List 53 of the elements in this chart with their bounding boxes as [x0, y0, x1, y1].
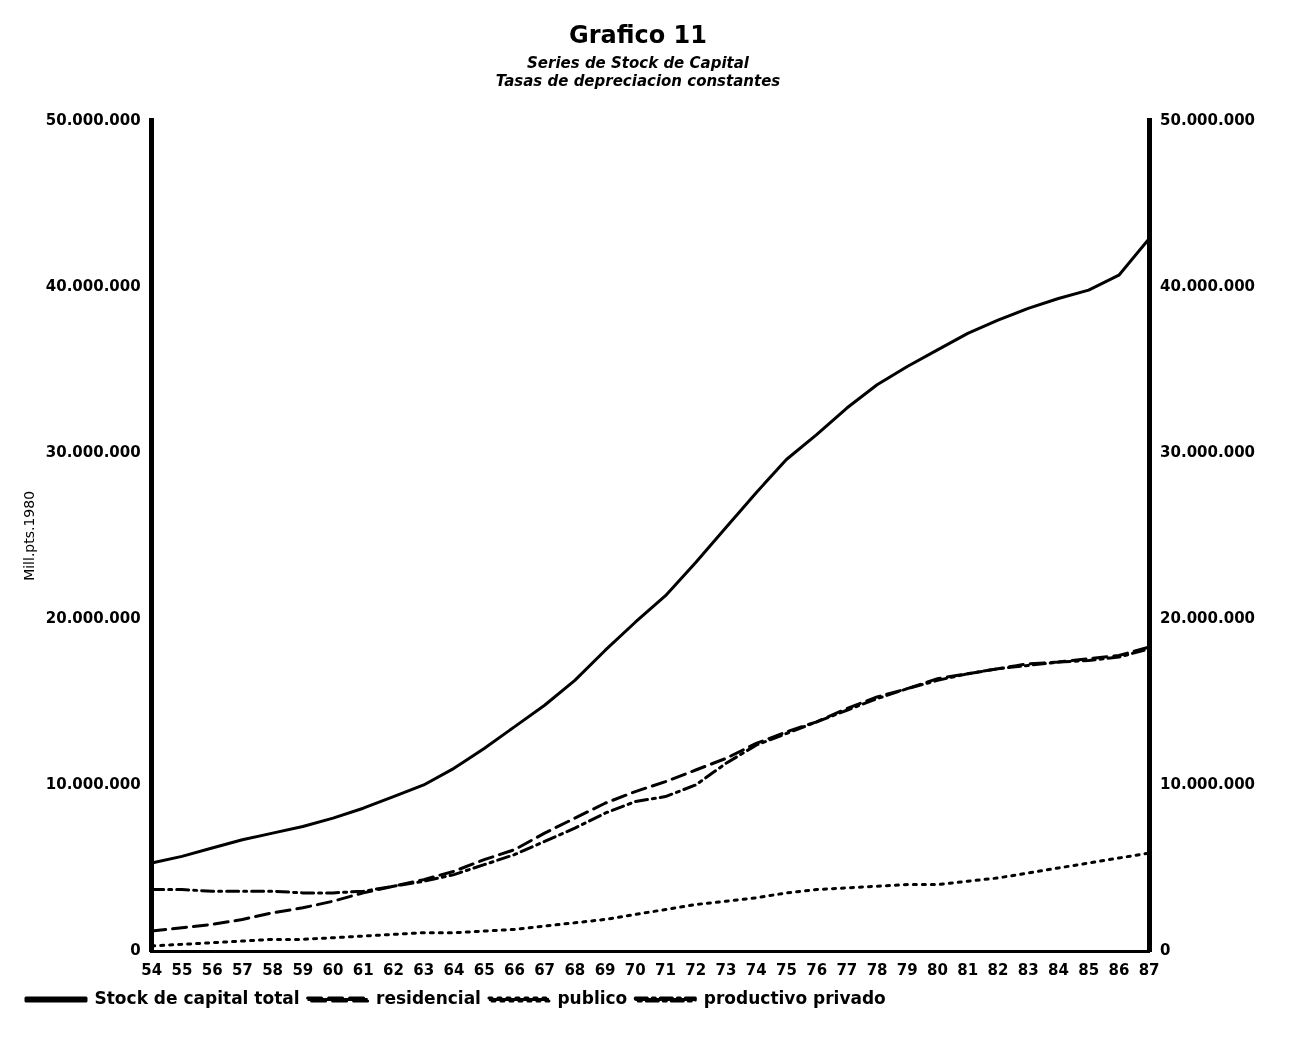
- x-tick-label: 65: [473, 960, 495, 979]
- x-tick-label: 70: [624, 960, 646, 979]
- x-tick-label: 75: [775, 960, 797, 979]
- chart-subtitle: Series de Stock de Capital Tasas de depreciacion constantes: [495, 53, 781, 90]
- x-tick-label: 66: [503, 960, 525, 979]
- x-tick-label: 61: [352, 960, 374, 979]
- x-tick-label: 67: [534, 960, 556, 979]
- x-tick-label: 57: [231, 960, 253, 979]
- x-tick-label: 85: [1078, 960, 1100, 979]
- x-tick-label: 72: [685, 960, 707, 979]
- y2-tick-label: 40.000.000: [1160, 276, 1256, 295]
- y2-tick-label: 50.000.000: [1160, 110, 1256, 129]
- x-tick-label: 78: [866, 960, 888, 979]
- legend-label: publico: [557, 987, 628, 1008]
- x-tick-label: 55: [171, 960, 193, 979]
- x-tick-label: 74: [745, 960, 767, 979]
- y2-tick-label: 30.000.000: [1160, 442, 1256, 461]
- x-tick-label: 76: [806, 960, 828, 979]
- x-tick-label: 63: [413, 960, 435, 979]
- y-tick-label: 50.000.000: [45, 110, 141, 129]
- y2-tick-label: 0: [1160, 940, 1171, 959]
- x-tick-label: 68: [564, 960, 586, 979]
- y-tick-label: 30.000.000: [45, 442, 141, 461]
- x-tick-label: 77: [836, 960, 858, 979]
- x-tick-label: 54: [141, 960, 163, 979]
- x-tick-label: 80: [927, 960, 948, 979]
- y-tick-label: 20.000.000: [45, 608, 141, 627]
- y-tick-label: 0: [130, 940, 141, 959]
- x-tick-label: 73: [715, 960, 737, 979]
- y-tick-label: 10.000.000: [45, 774, 141, 793]
- x-tick-label: 83: [1017, 960, 1039, 979]
- y2-tick-label: 20.000.000: [1160, 608, 1256, 627]
- legend-label: productivo privado: [703, 987, 886, 1008]
- x-tick-label: 71: [655, 960, 676, 979]
- x-tick-label: 69: [594, 960, 616, 979]
- legend-label: residencial: [376, 987, 481, 1008]
- chart-title: Grafico 11: [569, 20, 707, 49]
- x-tick-label: 81: [957, 960, 979, 979]
- y2-tick-label: 10.000.000: [1160, 774, 1256, 793]
- x-tick-label: 59: [292, 960, 314, 979]
- x-tick-label: 62: [383, 960, 404, 979]
- x-tick-label: 79: [896, 960, 918, 979]
- y-axis-title: Mill.pts.1980: [21, 490, 38, 581]
- y-tick-label: 40.000.000: [45, 276, 141, 295]
- x-tick-label: 56: [201, 960, 223, 979]
- x-tick-label: 60: [322, 960, 344, 979]
- x-tick-label: 84: [1048, 960, 1069, 979]
- x-tick-label: 87: [1138, 960, 1160, 979]
- x-tick-label: 86: [1108, 960, 1130, 979]
- x-tick-label: 64: [443, 960, 465, 979]
- x-tick-label: 58: [262, 960, 284, 979]
- legend-label: Stock de capital total: [94, 987, 300, 1008]
- x-tick-label: 82: [987, 960, 1009, 979]
